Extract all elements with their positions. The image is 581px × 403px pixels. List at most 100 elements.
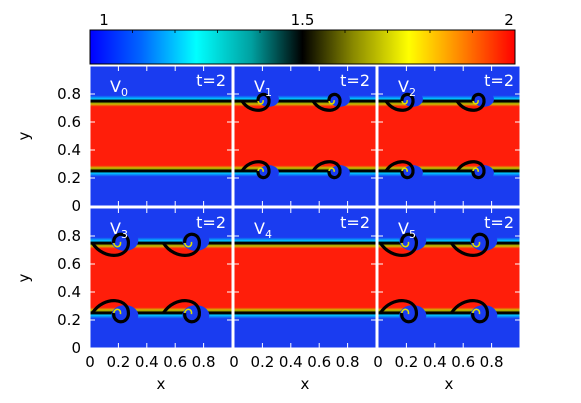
vortex-inner <box>471 241 481 248</box>
y-tick-label: 0 <box>71 197 81 215</box>
x-tick-label: 0.4 <box>423 353 447 371</box>
panel-time-label: t=2 <box>196 213 226 232</box>
panel-label-subscript: 0 <box>121 86 128 99</box>
panel-frame <box>89 65 233 207</box>
vortex-inner <box>401 167 408 172</box>
x-tick-label: 0.8 <box>192 353 216 371</box>
density-field <box>378 208 520 348</box>
density-field <box>90 208 232 348</box>
y-tick-label: 0 <box>71 339 81 357</box>
panel-frame <box>377 207 521 349</box>
vortex-spiral <box>384 92 415 112</box>
vortex-inner <box>400 308 410 315</box>
panel-v1 <box>234 66 376 206</box>
vortex-spiral <box>91 232 130 257</box>
panel-frame <box>233 207 377 349</box>
y-tick-label: 0.8 <box>57 227 81 245</box>
colorbar: 1 1.5 2 <box>89 11 516 65</box>
x-tick-label: 0.4 <box>135 353 159 371</box>
panel-time-label: t=2 <box>196 71 226 90</box>
x-axis-title: x <box>157 375 166 393</box>
x-tick-label: 0.4 <box>279 353 303 371</box>
panel-label-subscript: 5 <box>409 228 416 241</box>
vortex-spiral <box>455 92 486 112</box>
density-field <box>234 66 376 206</box>
vortex-inner <box>400 241 410 248</box>
panel-frame <box>233 65 377 207</box>
x-tick-label: 0.6 <box>163 353 187 371</box>
y-tick-label: 0.4 <box>57 283 81 301</box>
panel-label-subscript: 4 <box>265 228 272 241</box>
panel-frame <box>89 207 233 349</box>
vortex-inner <box>183 241 193 248</box>
x-axis-title: x <box>445 375 454 393</box>
panel-v0 <box>90 66 232 206</box>
panel-label-subscript: 3 <box>121 228 128 241</box>
panel-label-subscript: 1 <box>265 86 272 99</box>
vortex-spiral <box>162 299 201 324</box>
y-tick-label: 0.6 <box>57 255 81 273</box>
x-tick-label: 0.2 <box>250 353 274 371</box>
density-field <box>234 208 376 348</box>
x-tick-label: 0.8 <box>336 353 360 371</box>
panel-time-label: t=2 <box>340 213 370 232</box>
panel-time-label: t=2 <box>484 71 514 90</box>
vortex-inner <box>112 308 122 315</box>
vortex-spiral <box>311 160 342 180</box>
colorbar-tick-label: 1 <box>99 11 109 29</box>
x-tick-label: 0 <box>373 353 383 371</box>
density-field <box>378 66 520 206</box>
vortex-inner <box>472 167 479 172</box>
panel-v4 <box>234 208 376 348</box>
vortex-spiral <box>450 232 489 257</box>
panel-v5 <box>378 208 520 348</box>
y-tick-label: 0.2 <box>57 311 81 329</box>
vortex-spiral <box>162 232 201 257</box>
vortex-inner <box>183 308 193 315</box>
vortex-spiral <box>455 160 486 180</box>
y-tick-label: 0.6 <box>57 113 81 131</box>
colorbar-tick-label: 1.5 <box>291 11 315 29</box>
vortex-spiral <box>240 92 271 112</box>
x-tick-label: 0 <box>85 353 95 371</box>
vortex-spiral <box>311 92 342 112</box>
x-tick-label: 0.8 <box>480 353 504 371</box>
density-field <box>90 66 232 206</box>
vortex-inner <box>401 100 408 105</box>
vortex-inner <box>471 308 481 315</box>
vortex-spiral <box>384 160 415 180</box>
x-tick-label: 0.6 <box>451 353 475 371</box>
vortex-inner <box>257 167 264 172</box>
y-tick-label: 0.8 <box>57 85 81 103</box>
colorbar-tick-label: 2 <box>504 11 514 29</box>
colorbar-gradient <box>89 29 516 65</box>
panel-v2 <box>378 66 520 206</box>
x-tick-label: 0.6 <box>307 353 331 371</box>
x-tick-label: 0 <box>229 353 239 371</box>
x-tick-label: 0.2 <box>106 353 130 371</box>
vortex-inner <box>328 167 335 172</box>
vortex-inner <box>257 100 264 105</box>
panel-v3 <box>90 208 232 348</box>
panel-label-subscript: 2 <box>409 86 416 99</box>
vortex-spiral <box>379 299 418 324</box>
y-axis-title: y <box>15 273 33 282</box>
vortex-spiral <box>450 299 489 324</box>
vortex-spiral <box>240 160 271 180</box>
panel-time-label: t=2 <box>340 71 370 90</box>
vortex-spiral <box>91 299 130 324</box>
vortex-spiral <box>379 232 418 257</box>
panel-time-label: t=2 <box>484 213 514 232</box>
x-axis-title: x <box>301 375 310 393</box>
panel-frame <box>377 65 521 207</box>
vortex-inner <box>328 100 335 105</box>
vortex-inner <box>112 241 122 248</box>
vortex-inner <box>472 100 479 105</box>
y-axis-title: y <box>15 131 33 140</box>
x-tick-label: 0.2 <box>394 353 418 371</box>
y-tick-label: 0.2 <box>57 169 81 187</box>
y-tick-label: 0.4 <box>57 141 81 159</box>
